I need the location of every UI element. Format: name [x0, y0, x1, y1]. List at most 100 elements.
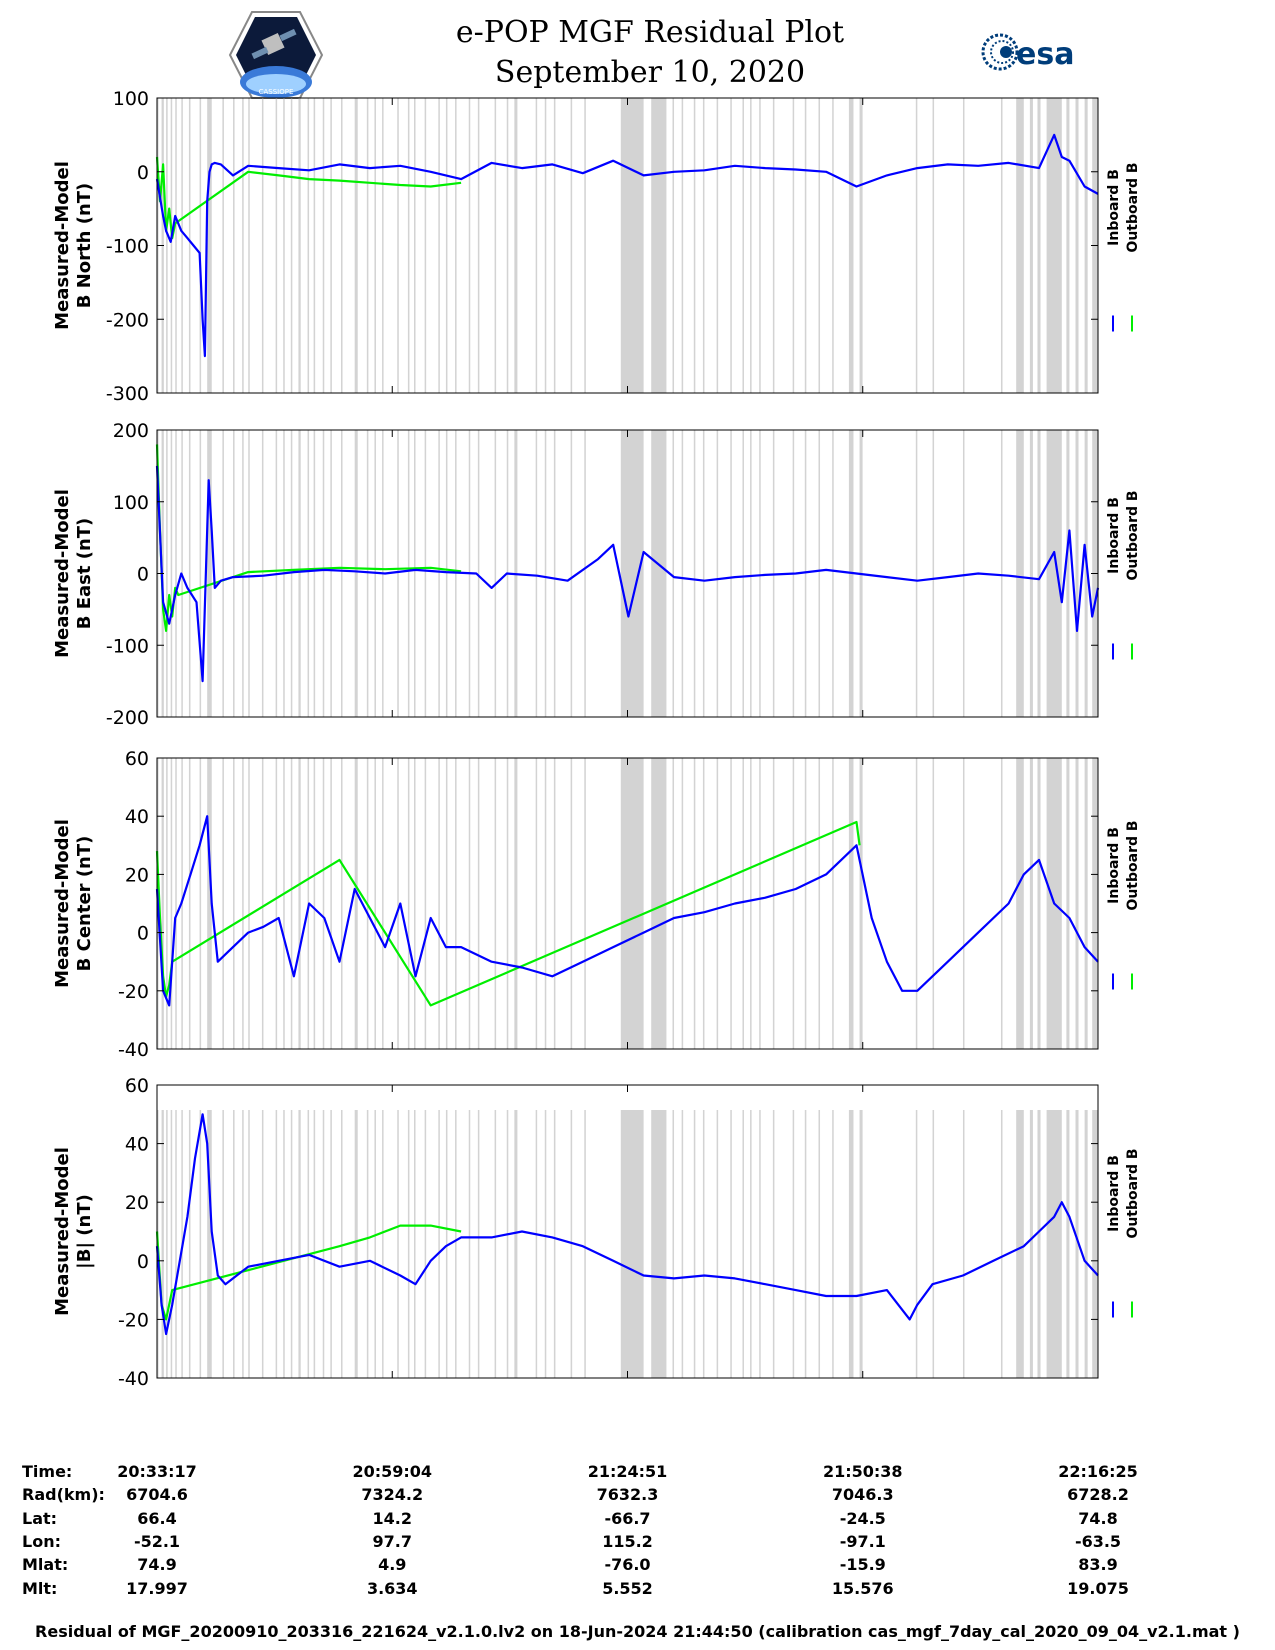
y-tick-label: -40 — [118, 1368, 149, 1390]
data-gap-band — [175, 758, 177, 1049]
data-gap-band — [199, 430, 202, 717]
data-gap-band — [1000, 98, 1003, 393]
data-gap-band — [1066, 98, 1070, 393]
data-gap-band — [307, 98, 310, 393]
data-gap-band — [298, 98, 301, 393]
data-gap-band — [730, 430, 732, 717]
data-gap-band — [1075, 1110, 1079, 1378]
y-tick-label: 40 — [125, 806, 149, 828]
data-gap-band — [1066, 430, 1070, 717]
y-tick-label: -100 — [106, 635, 149, 657]
data-gap-band — [161, 1110, 164, 1378]
data-gap-band — [207, 430, 212, 717]
data-gap-band — [233, 430, 235, 717]
data-gap-band — [242, 98, 244, 393]
info-value: 7324.2 — [361, 1485, 424, 1505]
data-gap-band — [742, 1110, 744, 1378]
info-value: 3.634 — [366, 1578, 418, 1598]
page-subtitle-date: September 10, 2020 — [494, 55, 806, 90]
legend: Inboard B Outboard B — [1106, 162, 1141, 332]
y-axis-label: Measured-ModelB Center (nT) — [52, 819, 95, 988]
data-gap-band — [742, 758, 744, 1049]
data-gap-band — [199, 98, 202, 393]
info-value: 14.2 — [372, 1508, 412, 1528]
y-tick-label: -40 — [118, 1039, 149, 1061]
legend-label-inboard: Inboard B — [1106, 1155, 1122, 1232]
data-gap-band — [962, 1110, 965, 1378]
data-gap-band — [1084, 98, 1088, 393]
data-gap-band — [170, 1110, 173, 1378]
data-gap-band — [413, 430, 416, 717]
info-value: -52.1 — [133, 1531, 181, 1551]
data-gap-band — [553, 430, 556, 717]
esa-logo-icon: esa — [981, 33, 1074, 72]
info-row: Lon: -52.1 97.7 115.2 -97.1 -63.5 — [0, 1532, 1275, 1556]
data-gap-band — [166, 98, 168, 393]
data-gap-band — [1084, 1110, 1088, 1378]
data-gap-band — [445, 98, 448, 393]
data-gap-band — [413, 98, 416, 393]
data-gap-band — [506, 758, 509, 1049]
info-row-label: Lat: — [22, 1508, 58, 1528]
data-gap-band — [553, 98, 556, 393]
data-gap-band — [413, 1110, 416, 1378]
data-gap-band — [1029, 98, 1033, 393]
legend-label-inboard: Inboard B — [1106, 827, 1122, 904]
data-gap-band — [506, 1110, 509, 1378]
data-gap-band — [535, 758, 538, 1049]
data-gap-band — [750, 1110, 752, 1378]
info-value: 83.9 — [1078, 1555, 1118, 1575]
data-gap-band — [716, 98, 719, 393]
y-tick-label: 0 — [137, 923, 149, 945]
data-gap-band — [693, 430, 696, 717]
data-gap-band — [693, 98, 696, 393]
data-gap-band — [366, 1110, 369, 1378]
data-gap-band — [242, 758, 244, 1049]
info-row: Lat: 66.4 14.2 -66.7 -24.5 74.8 — [0, 1509, 1275, 1533]
info-value: 19.075 — [1067, 1578, 1129, 1598]
y-tick-label: 0 — [137, 1251, 149, 1273]
data-gap-band — [651, 98, 667, 393]
data-gap-band — [742, 98, 744, 393]
info-value: 97.7 — [372, 1531, 412, 1551]
data-gap-band — [730, 98, 732, 393]
data-gap-band — [514, 1110, 518, 1378]
cassiope-mission-patch-icon: CASSIOPE — [228, 11, 324, 99]
data-gap-band — [1016, 430, 1024, 717]
data-gap-band — [445, 1110, 448, 1378]
y-tick-label: 60 — [125, 1075, 149, 1097]
data-gap-band — [693, 758, 696, 1049]
data-gap-band — [341, 98, 343, 393]
data-gap-band — [1084, 758, 1088, 1049]
data-gap-band — [438, 98, 440, 393]
data-gap-band — [188, 1110, 191, 1378]
y-axis-label-line: Measured-Model — [52, 489, 73, 658]
data-gap-band — [477, 758, 480, 1049]
info-row: Rad(km): 6704.6 7324.2 7632.3 7046.3 6728.2 — [0, 1485, 1275, 1509]
data-gap-band — [859, 1110, 863, 1378]
data-gap-band — [1029, 758, 1033, 1049]
series-line-outboard-b — [155, 156, 462, 240]
data-gap-band — [962, 98, 965, 393]
data-gap-band — [772, 1110, 775, 1378]
y-tick-label: -20 — [118, 981, 149, 1003]
data-gap-band — [166, 758, 168, 1049]
y-tick-label: 100 — [113, 88, 149, 110]
data-gap-band — [261, 430, 264, 717]
info-value: 7632.3 — [596, 1485, 659, 1505]
data-gap-band — [445, 758, 448, 1049]
data-gap-band — [859, 98, 863, 393]
data-gap-band — [742, 430, 744, 717]
data-gap-band — [848, 1110, 854, 1378]
y-tick-label: -200 — [106, 707, 149, 729]
data-gap-band — [494, 1110, 497, 1378]
data-gap-band — [290, 758, 293, 1049]
data-gap-band — [283, 98, 285, 393]
data-gap-band — [233, 98, 235, 393]
data-gap-band — [242, 1110, 244, 1378]
data-gap-band — [672, 758, 675, 1049]
data-gap-band — [915, 1110, 918, 1378]
data-gap-band — [1000, 758, 1003, 1049]
data-gap-band — [468, 758, 471, 1049]
data-gap-band — [283, 758, 285, 1049]
